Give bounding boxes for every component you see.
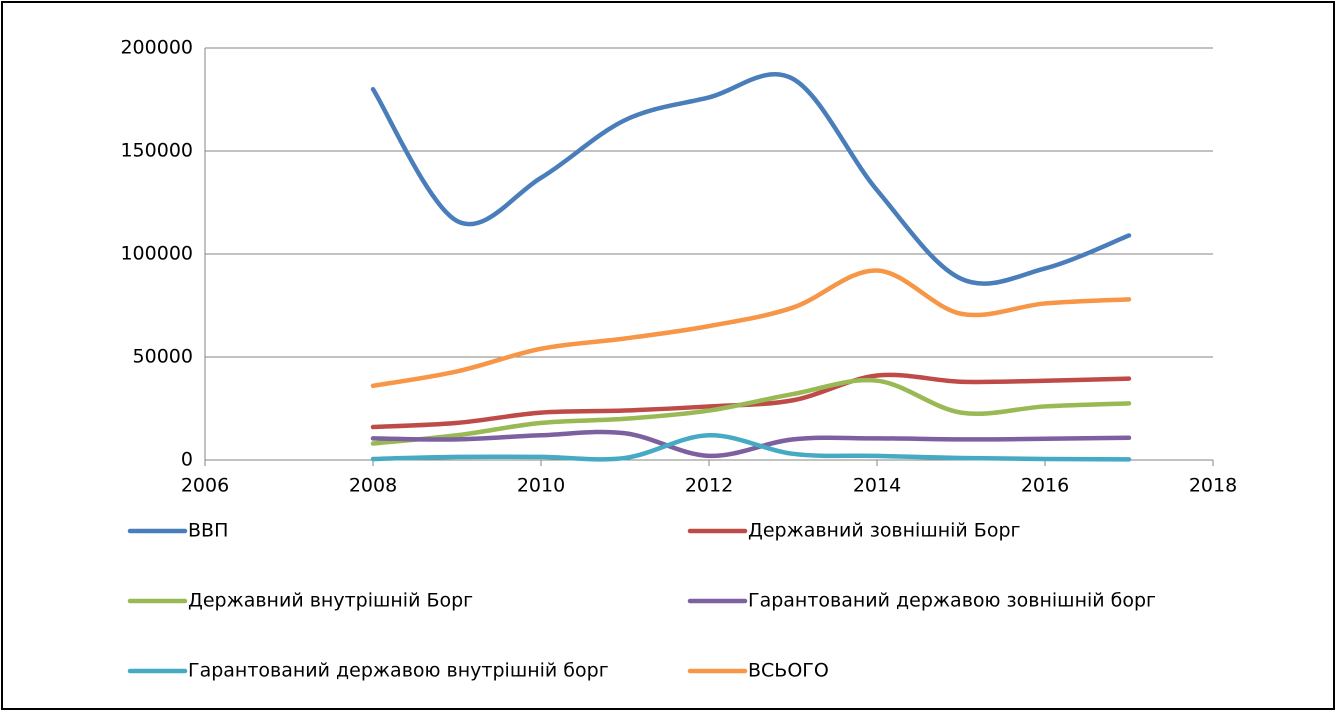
x-tick-label: 2014 <box>853 475 901 497</box>
legend-label: ВВП <box>188 520 228 542</box>
series-line <box>370 433 1132 462</box>
y-tick-label: 100000 <box>120 243 193 265</box>
y-tick-label: 150000 <box>120 140 193 162</box>
series-line <box>370 268 1132 389</box>
series-line <box>370 429 1132 459</box>
legend-label: Гарантований державою зовнішній борг <box>748 590 1156 612</box>
legend-label: Державний зовнішній Борг <box>748 520 1021 542</box>
y-tick-label: 200000 <box>120 37 193 59</box>
x-tick-label: 2008 <box>349 475 397 497</box>
series-line <box>370 71 1132 286</box>
y-tick-label: 0 <box>181 449 193 471</box>
y-tick-label: 50000 <box>133 346 193 368</box>
x-tick-label: 2010 <box>517 475 565 497</box>
x-tick-label: 2006 <box>181 475 229 497</box>
x-tick-label: 2016 <box>1021 475 1069 497</box>
x-tick-label: 2012 <box>685 475 733 497</box>
series-line <box>370 377 1132 446</box>
legend-label: Гарантований державою внутрішній борг <box>188 660 609 682</box>
legend-label: Державний внутрішній Борг <box>188 590 473 612</box>
x-tick-label: 2018 <box>1189 475 1237 497</box>
legend-label: ВСЬОГО <box>748 660 829 682</box>
